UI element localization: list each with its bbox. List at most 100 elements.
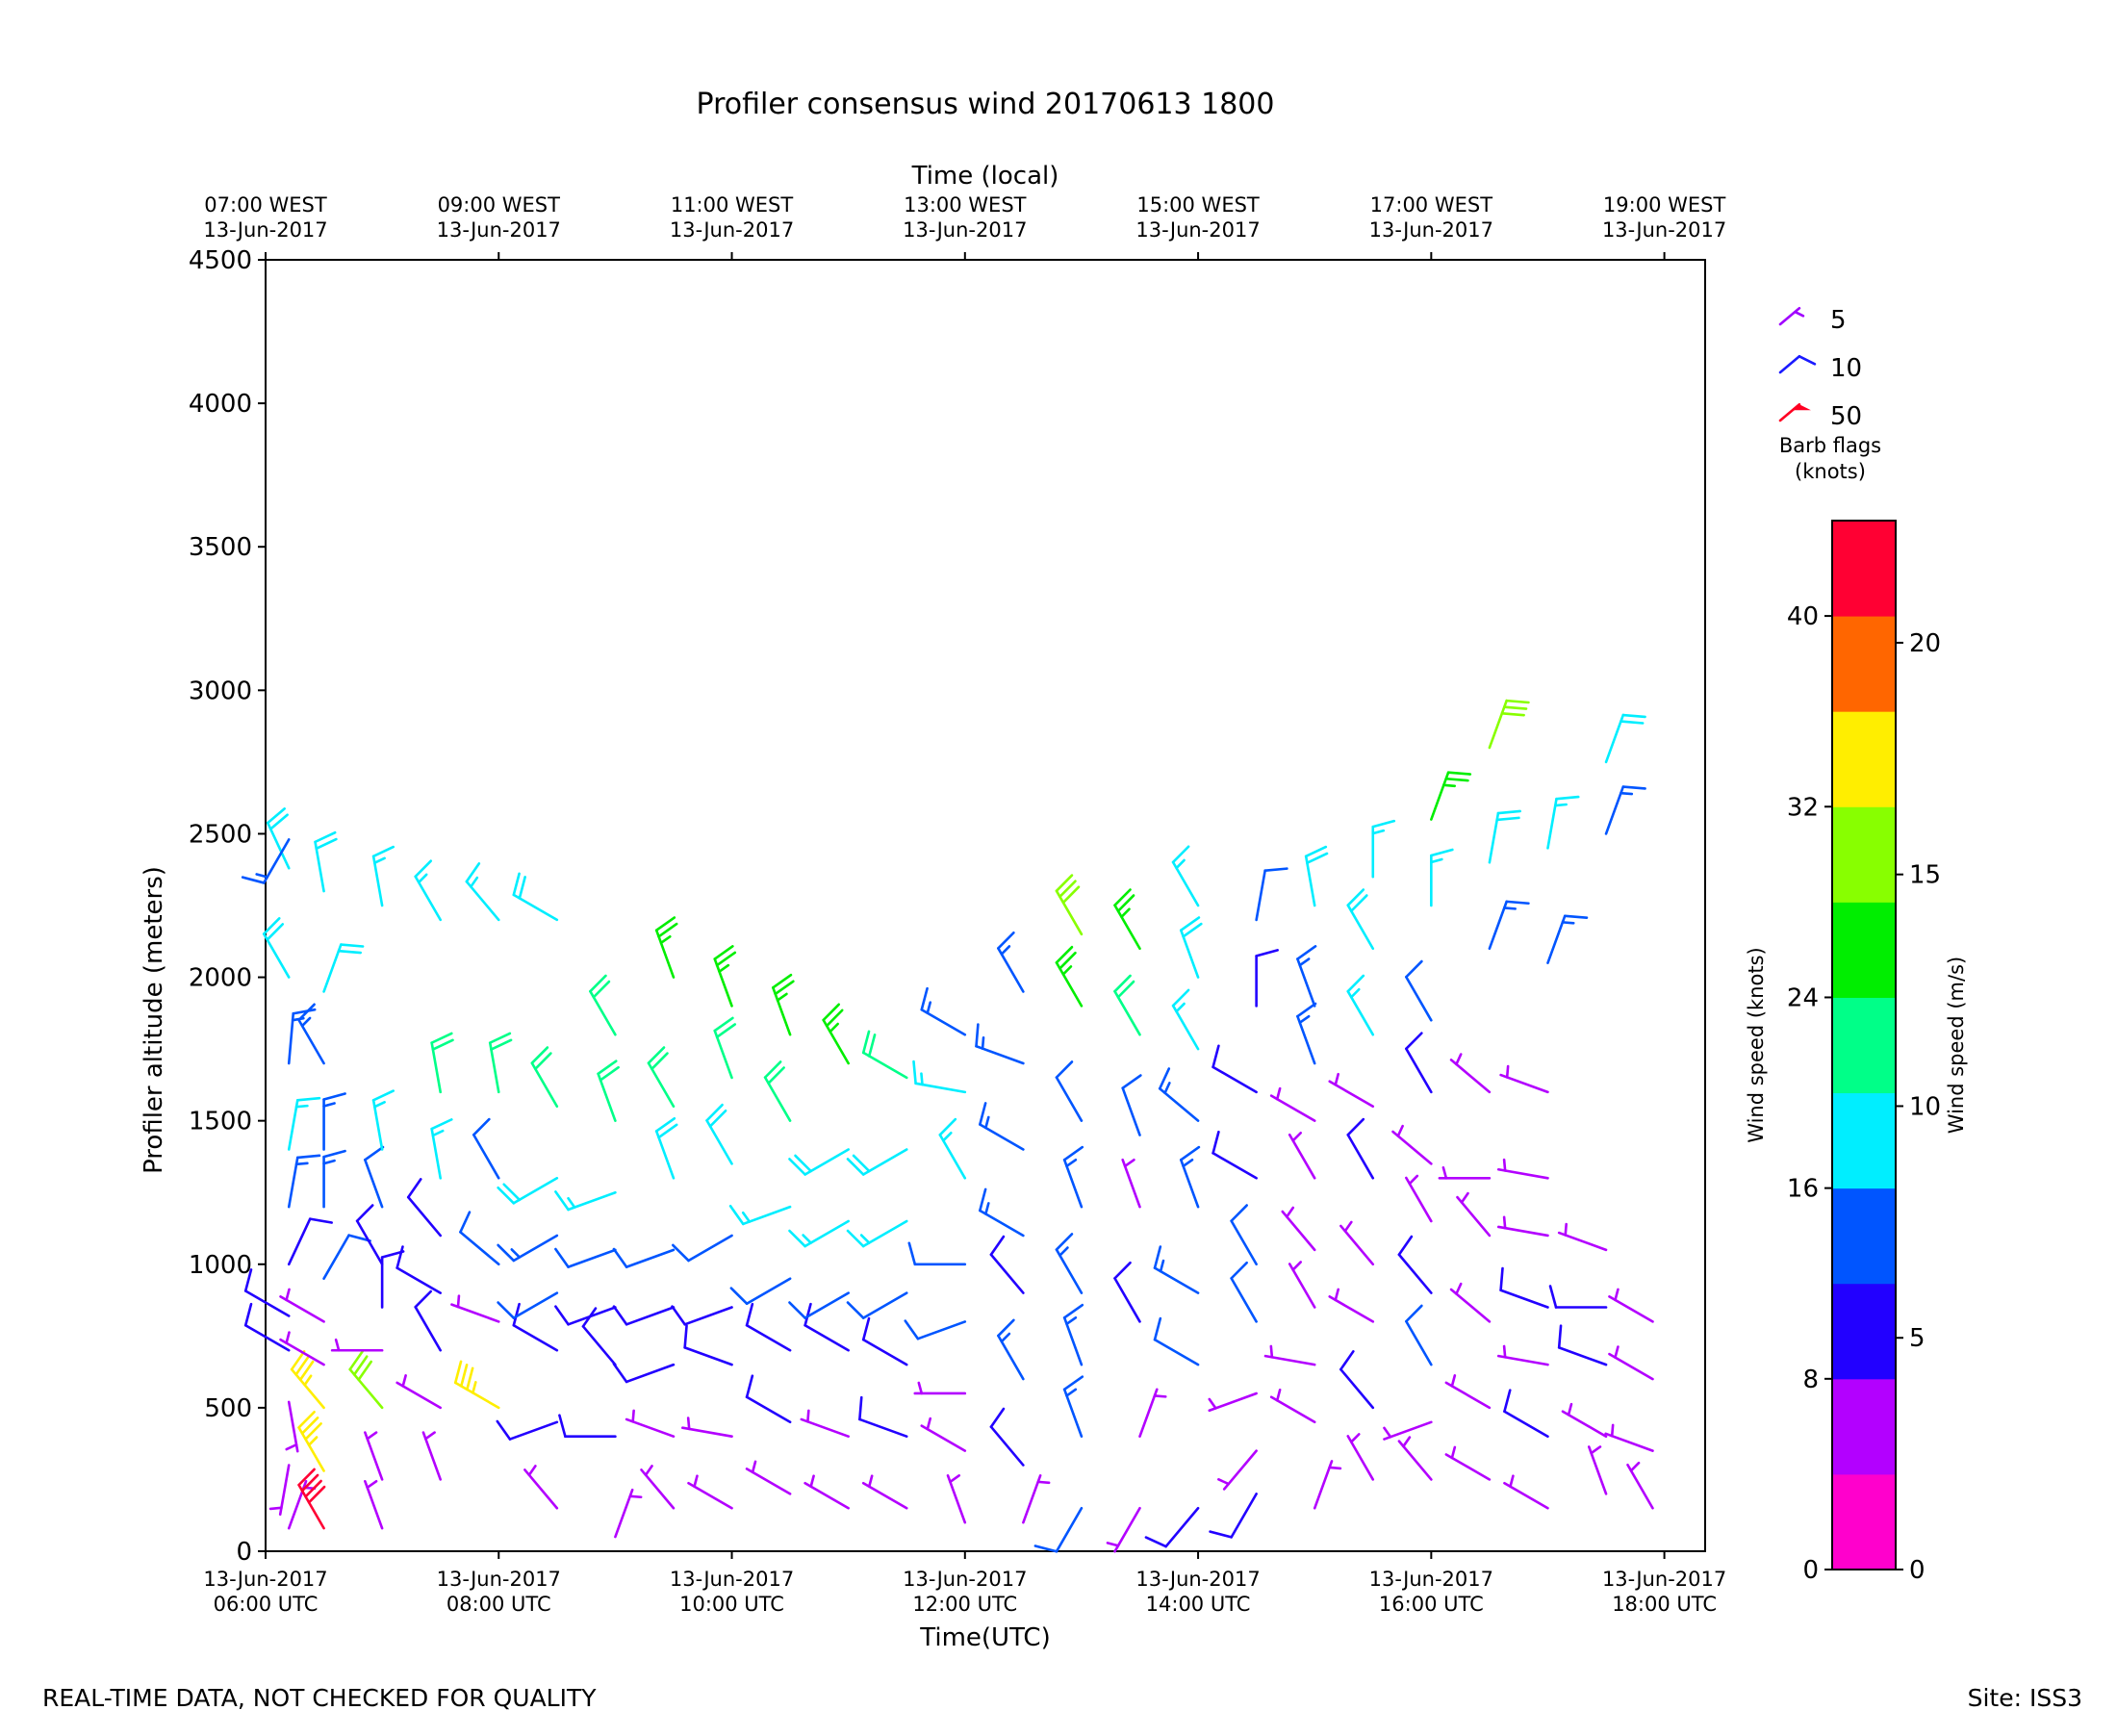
barb-half: [1269, 1344, 1274, 1359]
barb-full: [794, 1154, 812, 1173]
barb-staff: [1444, 1381, 1492, 1410]
barb-full: [371, 1089, 395, 1102]
barb-full: [647, 1046, 666, 1065]
wind-barb: [612, 1363, 676, 1384]
wind-barb: [1546, 914, 1589, 964]
barb-full: [772, 973, 793, 989]
barb-full: [1405, 959, 1423, 979]
barb-staff: [472, 1133, 500, 1180]
barb-legend-half: [1794, 310, 1805, 318]
barb-half: [984, 1115, 990, 1130]
barb-full: [912, 1059, 917, 1085]
barb-full: [1171, 845, 1190, 864]
barb-staff: [1496, 1167, 1549, 1180]
barb-legend-label: 5: [1830, 306, 1847, 335]
barb-staff: [989, 1425, 1025, 1467]
barb-full: [975, 1023, 980, 1048]
wind-barb: [297, 1003, 325, 1065]
barb-staff: [1055, 961, 1084, 1008]
barb-full: [671, 1305, 686, 1326]
wind-barb: [729, 1277, 792, 1305]
barb-staff: [625, 1248, 676, 1268]
barb-staff: [861, 1481, 908, 1510]
wind-barb: [241, 838, 291, 884]
barb-staff: [1346, 989, 1375, 1036]
colorbar-band: [1832, 616, 1896, 712]
barb-half: [1614, 1288, 1620, 1302]
barb-half: [255, 873, 269, 879]
barb-full: [355, 1204, 374, 1223]
barb-full: [307, 1485, 326, 1504]
barb-staff: [1328, 1080, 1375, 1109]
barb-half: [1383, 1426, 1392, 1439]
barb-half: [809, 1474, 815, 1489]
wind-barb: [1217, 1449, 1258, 1491]
barb-staff: [1288, 1133, 1316, 1180]
barb-full: [654, 1116, 676, 1133]
wind-barb: [800, 1409, 850, 1439]
x-tick-label-date: 13-Jun-2017: [437, 1568, 561, 1591]
x-tick-label-time: 14:00 UTC: [1146, 1593, 1251, 1616]
wind-barb: [1604, 785, 1646, 835]
barb-staff: [861, 1219, 908, 1248]
x-tick-top-label-time: 17:00 WEST: [1370, 193, 1493, 217]
wind-barb: [1179, 1145, 1201, 1209]
barb-half: [1502, 1344, 1507, 1359]
barb-staff: [1113, 1506, 1141, 1553]
barb-staff: [1263, 1354, 1316, 1366]
barb-half: [1441, 1166, 1448, 1180]
wind-barb: [1430, 848, 1454, 907]
wind-barb: [671, 1305, 733, 1326]
barb-full: [268, 813, 289, 830]
wind-barb: [1371, 819, 1396, 879]
barb-staff: [262, 932, 291, 979]
barb-full: [920, 986, 929, 1011]
barb-half: [1450, 1445, 1457, 1460]
wind-barb: [371, 845, 395, 907]
barb-half: [401, 1374, 407, 1388]
barb-staff: [1405, 1319, 1433, 1366]
barb-legend-staff: [1778, 306, 1801, 326]
wind-barb: [1055, 1233, 1084, 1294]
barb-full: [1505, 699, 1530, 704]
wind-barb: [745, 1374, 792, 1424]
barb-staff: [687, 1234, 733, 1263]
wind-barb: [497, 1234, 559, 1263]
wind-barb: [1255, 867, 1288, 922]
wind-barb: [472, 1117, 500, 1180]
x-tick-top-label-time: 19:00 WEST: [1603, 193, 1726, 217]
wind-barb: [788, 1148, 850, 1176]
wind-barb: [822, 1003, 850, 1065]
barb-half: [1334, 1072, 1339, 1086]
wind-barb: [1033, 1506, 1084, 1553]
barb-full: [364, 1145, 385, 1162]
barb-half: [1285, 1206, 1295, 1218]
wind-barb: [772, 973, 795, 1036]
barb-half: [829, 1022, 839, 1034]
barb-full: [1349, 894, 1368, 913]
barb-full: [1113, 1261, 1132, 1280]
barb-legend-label: 10: [1830, 354, 1862, 383]
wind-barb: [858, 1395, 908, 1439]
barb-full: [1158, 1067, 1171, 1090]
wind-barb: [1405, 1174, 1433, 1223]
barb-staff: [1346, 1133, 1375, 1180]
barb-full: [858, 1395, 863, 1421]
barb-staff: [654, 1130, 676, 1180]
barb-half: [984, 1202, 990, 1215]
barb-full: [262, 917, 281, 935]
barb-full: [745, 1374, 754, 1399]
barb-staff: [625, 1306, 676, 1326]
wind-barb: [683, 1324, 733, 1366]
plot-area: [241, 259, 1706, 1553]
barb-full: [337, 949, 362, 955]
x-tick-label-date: 13-Jun-2017: [203, 1568, 327, 1591]
barb-full: [1397, 1235, 1414, 1257]
wind-barb: [1557, 1222, 1608, 1252]
barb-half: [1349, 1433, 1361, 1443]
wind-barb: [745, 1302, 792, 1352]
wind-barb: [846, 1219, 908, 1248]
barb-staff: [920, 1008, 967, 1036]
wind-barb: [530, 1046, 559, 1109]
barb-staff: [1113, 1277, 1141, 1323]
